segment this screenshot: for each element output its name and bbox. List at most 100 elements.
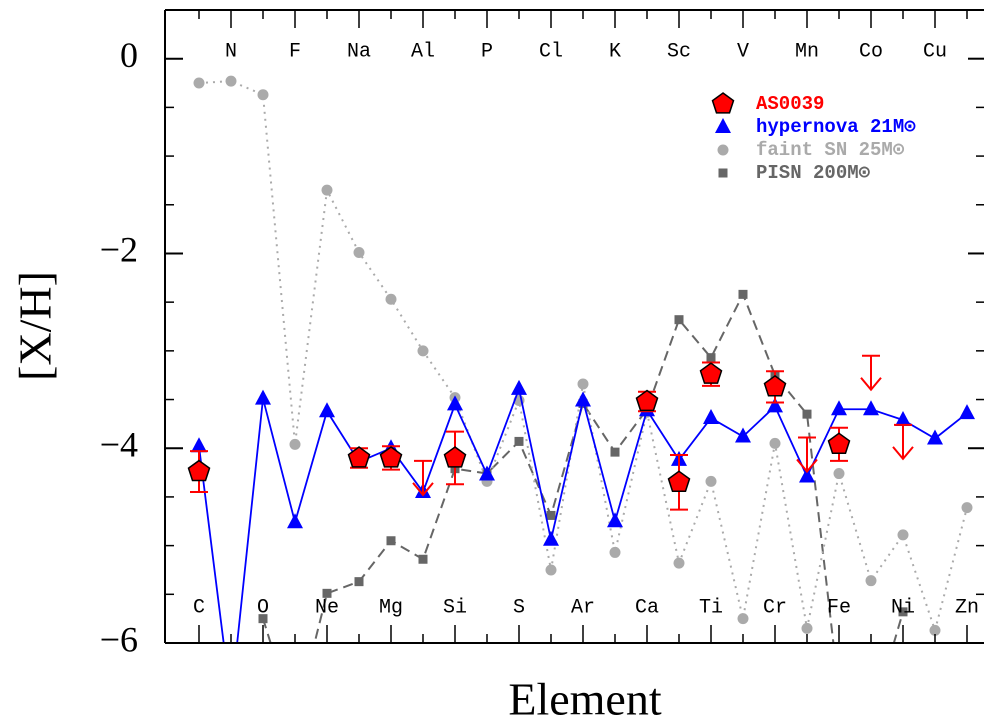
x-tick-label: O bbox=[257, 596, 269, 619]
marker bbox=[347, 446, 371, 468]
marker bbox=[763, 374, 787, 397]
marker bbox=[385, 293, 397, 305]
marker bbox=[545, 564, 557, 576]
marker bbox=[577, 378, 589, 390]
x-tick-label: C bbox=[193, 596, 205, 619]
marker bbox=[191, 437, 207, 453]
x-tick-label: P bbox=[481, 40, 493, 63]
marker bbox=[543, 530, 559, 546]
limit-arrow bbox=[796, 458, 818, 474]
marker bbox=[895, 410, 911, 426]
marker bbox=[287, 513, 303, 529]
x-tick-label: Si bbox=[443, 596, 467, 619]
marker bbox=[635, 389, 659, 412]
marker bbox=[799, 467, 815, 483]
marker bbox=[802, 409, 812, 419]
marker bbox=[867, 716, 876, 724]
marker bbox=[546, 510, 556, 520]
marker bbox=[769, 437, 781, 449]
marker bbox=[193, 77, 205, 89]
x-tick-label: Al bbox=[411, 40, 435, 63]
marker bbox=[447, 395, 463, 411]
legend-label: faint SN 25M⊙ bbox=[756, 139, 905, 161]
y-tick-label: −4 bbox=[100, 424, 138, 464]
x-tick-label: V bbox=[737, 40, 749, 63]
marker bbox=[831, 400, 847, 416]
marker bbox=[927, 429, 943, 445]
x-tick-label: Cu bbox=[923, 40, 947, 63]
x-tick-label: Ni bbox=[891, 596, 915, 619]
x-tick-label: Co bbox=[859, 40, 883, 63]
marker bbox=[610, 447, 620, 457]
y-axis-label: [X/H] bbox=[10, 271, 61, 381]
x-tick-label: Ne bbox=[315, 596, 339, 619]
marker bbox=[737, 613, 749, 625]
marker bbox=[255, 389, 271, 405]
axes: −6 −4 −2 0 C N O F Ne Na Mg Al Si P S Cl Ar K Ca Sc Ti V Cr Mn F… bbox=[100, 9, 984, 659]
x-tick-label: Mg bbox=[379, 596, 403, 619]
marker bbox=[354, 577, 364, 587]
marker bbox=[443, 446, 467, 468]
x-tick-label: Ca bbox=[635, 596, 659, 619]
marker bbox=[703, 409, 719, 425]
upper-limit bbox=[796, 436, 818, 474]
x-tick-label: Ti bbox=[699, 596, 723, 619]
marker bbox=[717, 144, 729, 156]
marker bbox=[801, 622, 813, 634]
x-tick-label: Cr bbox=[763, 596, 787, 619]
marker bbox=[667, 470, 691, 492]
marker bbox=[699, 362, 723, 384]
marker bbox=[321, 184, 333, 196]
marker bbox=[575, 391, 591, 407]
marker bbox=[673, 557, 685, 569]
upper-limit bbox=[412, 459, 434, 497]
marker bbox=[479, 465, 495, 481]
marker bbox=[187, 459, 211, 482]
marker bbox=[291, 716, 300, 724]
plot-area bbox=[187, 75, 975, 724]
limit-arrow bbox=[860, 377, 882, 392]
y-tick-label: 0 bbox=[120, 35, 138, 75]
marker bbox=[386, 536, 396, 546]
legend-label: AS0039 bbox=[756, 93, 824, 115]
x-axis-label: Element bbox=[508, 674, 661, 724]
marker bbox=[711, 92, 735, 114]
marker bbox=[706, 353, 716, 363]
marker bbox=[353, 246, 365, 258]
upper-limit bbox=[892, 423, 914, 461]
marker bbox=[959, 404, 975, 420]
marker bbox=[897, 529, 909, 541]
marker bbox=[319, 402, 335, 418]
marker bbox=[258, 614, 268, 624]
y-tick-label: −2 bbox=[100, 230, 138, 270]
marker bbox=[257, 89, 269, 101]
marker bbox=[609, 546, 621, 558]
limit-arrow bbox=[412, 482, 434, 497]
marker bbox=[674, 315, 684, 325]
marker bbox=[863, 400, 879, 416]
marker bbox=[223, 692, 239, 707]
series-line bbox=[262, 291, 904, 643]
x-tick-label: Sc bbox=[667, 40, 691, 63]
limit-arrow bbox=[892, 446, 914, 461]
x-tick-label: Cl bbox=[539, 40, 563, 63]
y-tick-label: −6 bbox=[100, 619, 138, 659]
marker bbox=[705, 475, 717, 487]
x-tick-label: F bbox=[289, 40, 301, 63]
marker bbox=[715, 118, 731, 133]
x-tick-label: Mn bbox=[795, 40, 819, 63]
x-tick-label: N bbox=[225, 40, 237, 63]
marker bbox=[929, 624, 941, 636]
marker bbox=[418, 554, 428, 564]
marker bbox=[767, 397, 783, 413]
legend-label: hypernova 21M⊙ bbox=[756, 116, 916, 138]
marker bbox=[833, 468, 845, 480]
series-line bbox=[198, 385, 968, 643]
marker bbox=[514, 436, 524, 446]
marker bbox=[417, 345, 429, 357]
x-tick-label: Na bbox=[347, 40, 371, 63]
marker bbox=[735, 427, 751, 443]
marker bbox=[379, 446, 403, 468]
marker bbox=[225, 75, 237, 87]
marker bbox=[835, 687, 844, 696]
